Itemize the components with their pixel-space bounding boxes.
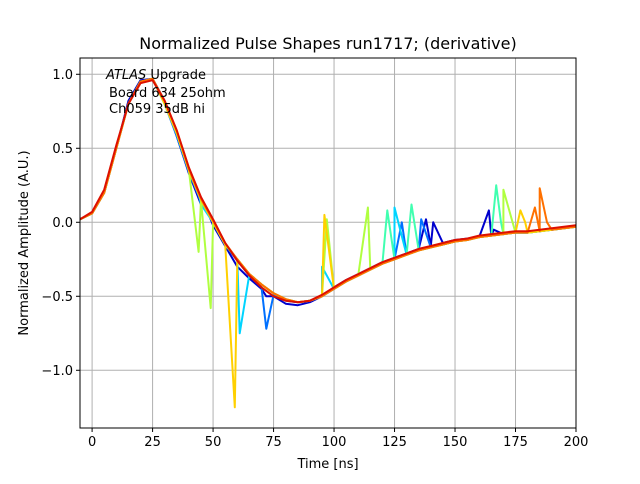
x-tick-label: 75 bbox=[265, 435, 282, 450]
annotation: ATLAS Upgrade Board 634 25ohm Ch059 35dB… bbox=[105, 68, 226, 117]
x-axis-label: Time [ns] bbox=[296, 457, 358, 472]
svg-text:ATLAS Upgrade: ATLAS Upgrade bbox=[105, 68, 206, 83]
x-tick-label: 125 bbox=[382, 435, 407, 450]
y-tick-label: 1.0 bbox=[52, 68, 73, 83]
annotation-line3: Ch059 35dB hi bbox=[109, 102, 205, 117]
series-line-5 bbox=[80, 77, 576, 409]
x-tick-label: 25 bbox=[144, 435, 161, 450]
y-axis-label: Normalized Amplitude (A.U.) bbox=[17, 150, 32, 335]
annotation-line2: Board 634 25ohm bbox=[109, 86, 226, 101]
annotation-line1: Upgrade bbox=[146, 68, 206, 83]
y-tick-label: 0.5 bbox=[52, 142, 73, 157]
x-tick-label: 0 bbox=[88, 435, 96, 450]
x-tick-label: 50 bbox=[205, 435, 222, 450]
atlas-label: ATLAS bbox=[105, 68, 146, 83]
x-tick-label: 175 bbox=[503, 435, 528, 450]
plot-frame bbox=[79, 57, 577, 429]
series-line-7 bbox=[80, 79, 576, 304]
series-lines bbox=[80, 77, 576, 409]
y-tick-label: −0.5 bbox=[41, 290, 73, 305]
x-tick-label: 150 bbox=[443, 435, 468, 450]
x-tick-label: 100 bbox=[322, 435, 347, 450]
y-tick-label: 0.0 bbox=[52, 216, 73, 231]
chart-title: Normalized Pulse Shapes run1717; (deriva… bbox=[139, 34, 516, 53]
y-tick-label: −1.0 bbox=[41, 364, 73, 379]
axis-ticks: 0 25 50 75 100 125 150 175 200 1.0 0.5 0.0 −0.5 −1.0 bbox=[41, 68, 588, 450]
x-tick-label: 200 bbox=[564, 435, 589, 450]
